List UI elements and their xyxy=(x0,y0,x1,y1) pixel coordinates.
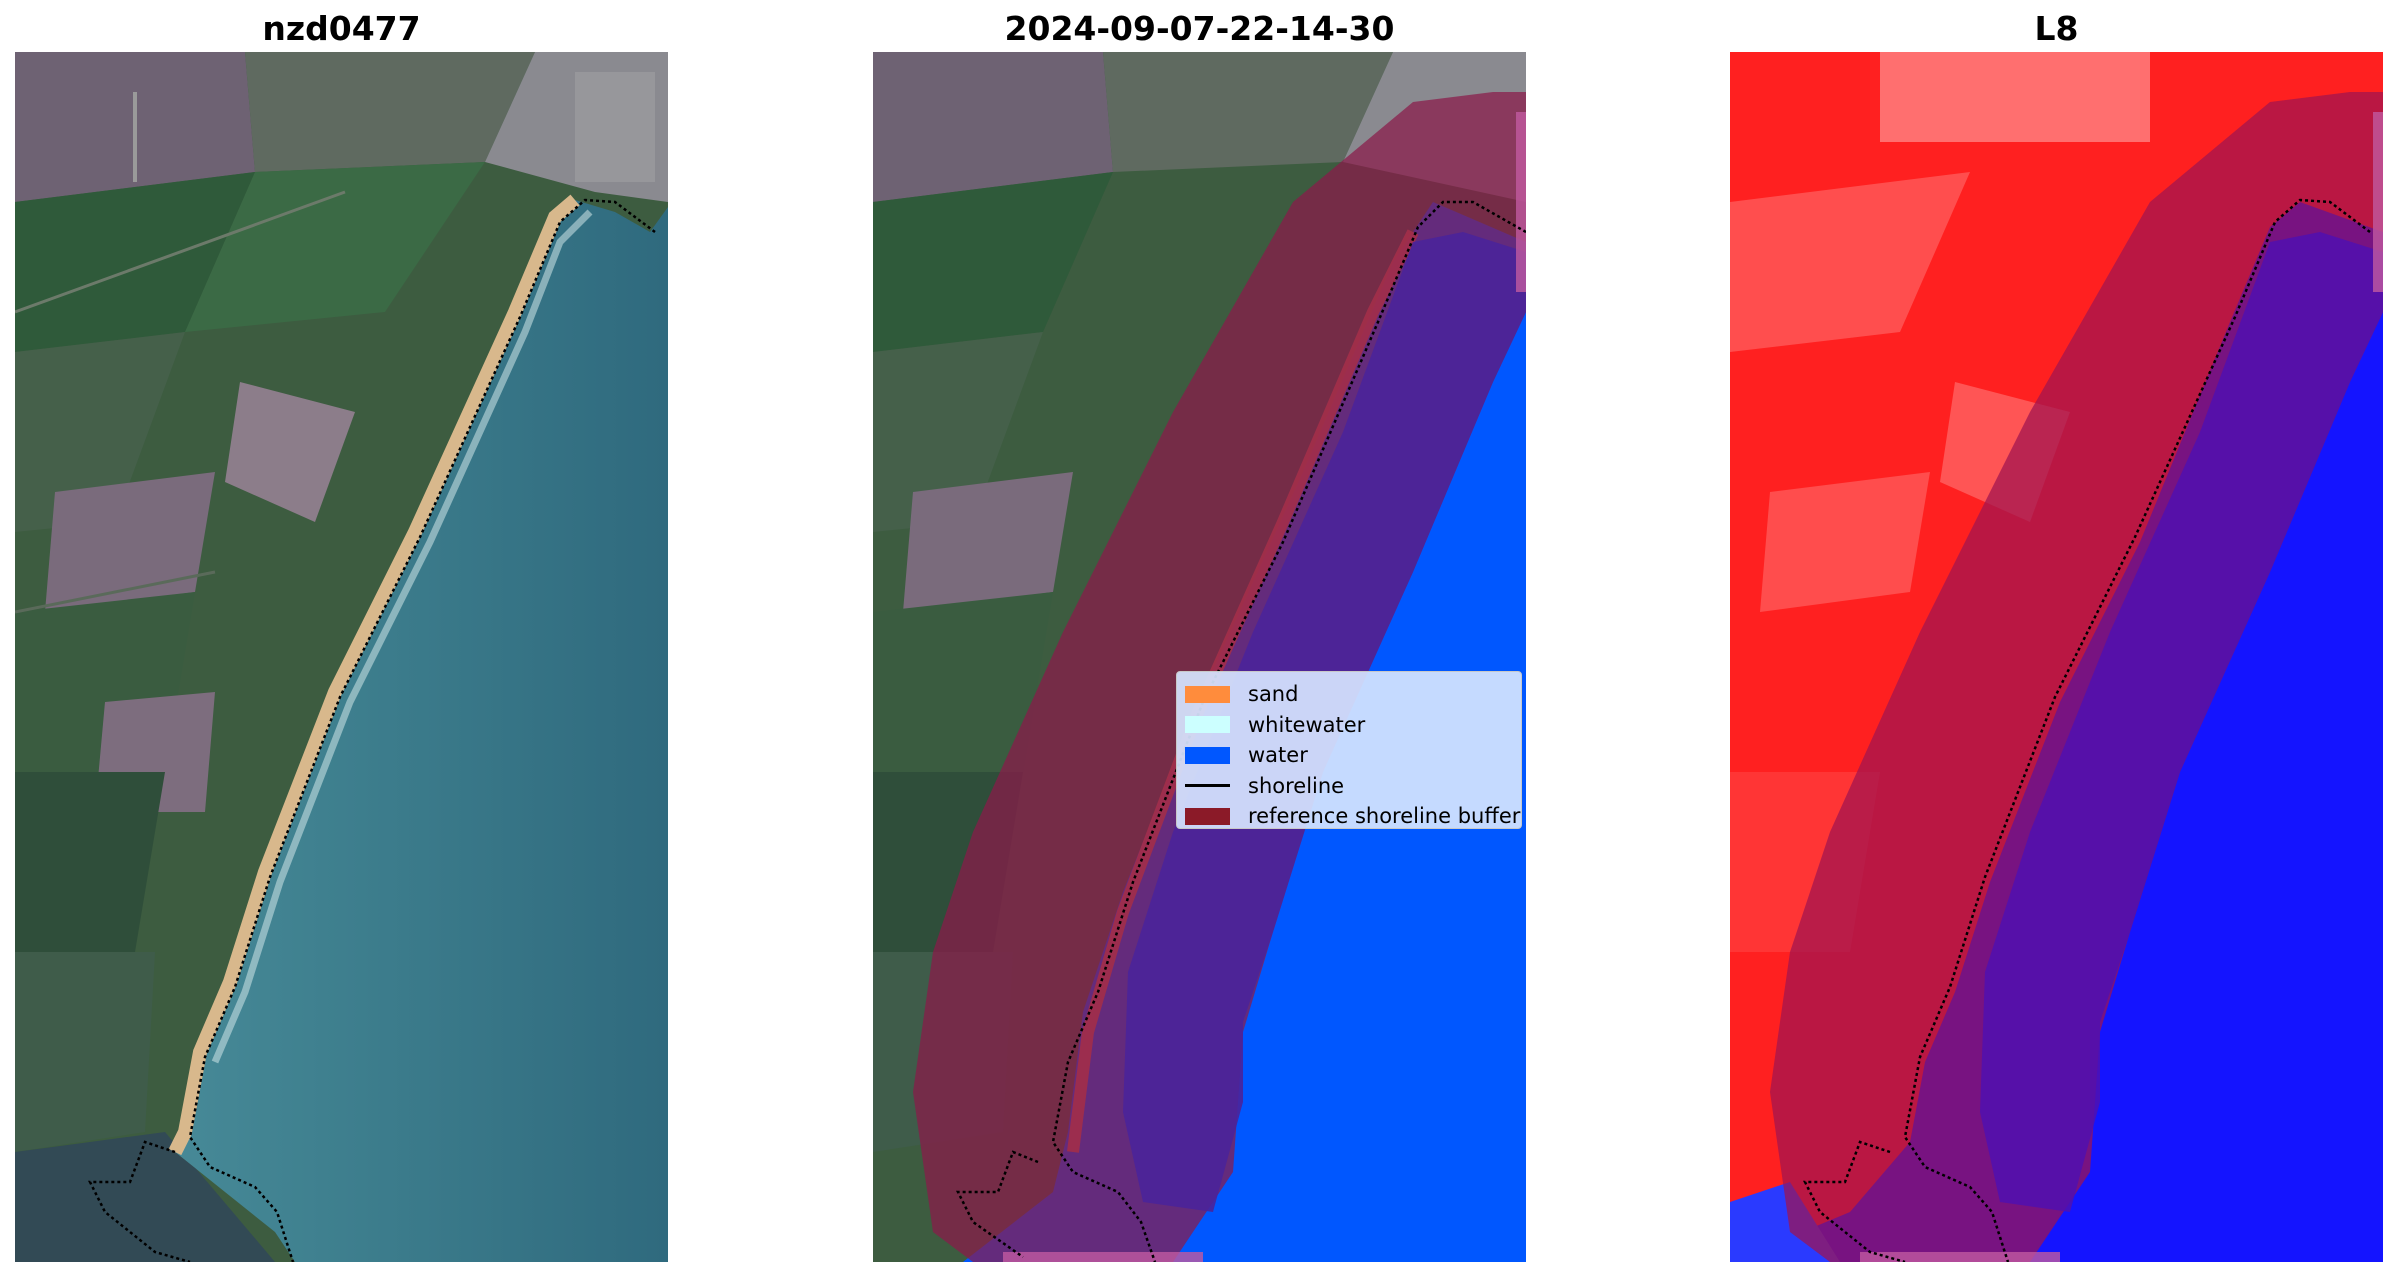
legend: sand whitewater water shoreline referenc… xyxy=(1176,671,1522,829)
legend-label: shoreline xyxy=(1248,773,1345,798)
shoreline-line-icon xyxy=(1185,784,1230,788)
legend-label: water xyxy=(1248,743,1308,768)
panel-title-2: 2024-09-07-22-14-30 xyxy=(1004,9,1395,48)
legend-item-buffer: reference shoreline buffer xyxy=(1185,801,1520,832)
sand-swatch-icon xyxy=(1185,685,1230,703)
legend-item-sand: sand xyxy=(1185,679,1513,710)
legend-label: sand xyxy=(1248,682,1299,707)
panel-title-1: nzd0477 xyxy=(262,9,421,48)
legend-label: reference shoreline buffer xyxy=(1248,804,1521,829)
classified-image xyxy=(873,52,1526,1262)
legend-item-shoreline: shoreline xyxy=(1185,771,1513,802)
legend-item-whitewater: whitewater xyxy=(1185,710,1513,741)
water-swatch-icon xyxy=(1185,746,1230,764)
water-index-image xyxy=(1730,52,2383,1262)
buffer-swatch-icon xyxy=(1185,807,1230,825)
panel-title-3: L8 xyxy=(2034,9,2079,48)
rgb-satellite-image xyxy=(15,52,668,1262)
legend-label: whitewater xyxy=(1248,712,1366,737)
legend-item-water: water xyxy=(1185,740,1513,771)
whitewater-swatch-icon xyxy=(1185,716,1230,734)
